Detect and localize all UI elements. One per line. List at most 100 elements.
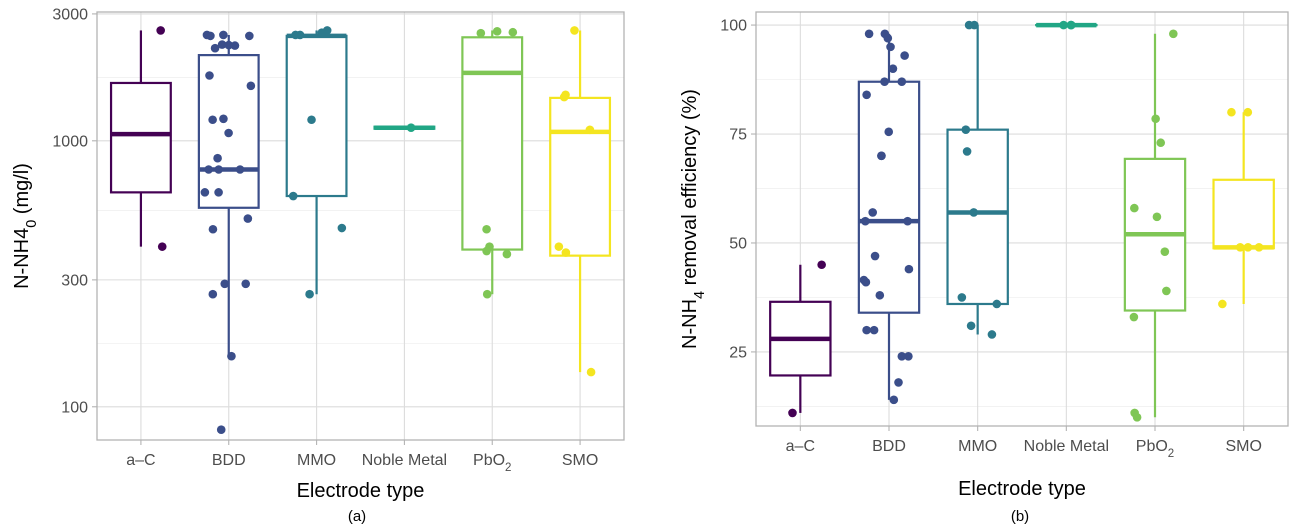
data-point [1132, 412, 1142, 422]
x-tick-label: a–C [126, 452, 155, 469]
grid-a [97, 12, 624, 440]
data-point [1227, 107, 1236, 117]
box-a-c [769, 264, 832, 413]
data-point [208, 115, 217, 125]
data-point [788, 408, 797, 418]
box-a-c [109, 30, 172, 247]
data-point [224, 128, 233, 138]
data-point [406, 123, 416, 133]
data-point [1129, 312, 1139, 322]
x-tick-label: BDD [212, 452, 246, 469]
data-point [1130, 203, 1139, 213]
data-point [317, 28, 327, 37]
panel-caption: (a) [348, 508, 366, 525]
data-point [219, 30, 228, 40]
data-point [227, 351, 236, 361]
data-point [1235, 243, 1245, 252]
box-pbo- [461, 30, 524, 295]
data-point [969, 208, 979, 217]
box-smo [549, 30, 612, 373]
data-point [208, 289, 218, 299]
box-iqr [549, 96, 612, 257]
grid-b [756, 12, 1288, 426]
data-point [246, 81, 256, 91]
data-point [586, 367, 596, 377]
data-point [897, 351, 907, 361]
data-point [904, 264, 914, 274]
data-point [482, 289, 492, 299]
x-tick-label: SMO [1225, 438, 1261, 455]
data-point [870, 251, 880, 261]
data-point [992, 299, 1002, 309]
data-point [817, 260, 826, 270]
y-tick-label: 300 [61, 272, 88, 289]
data-point [214, 165, 223, 174]
data-point [1254, 243, 1264, 252]
box-iqr [285, 34, 348, 198]
data-point [208, 224, 218, 234]
data-point [585, 125, 595, 135]
box-bdd [857, 33, 921, 400]
box-noble-metal [373, 125, 436, 130]
data-point [243, 214, 253, 223]
x-tick-label: MMO [297, 452, 336, 469]
points-a [156, 26, 596, 434]
data-point [875, 290, 885, 300]
data-point [889, 395, 899, 405]
box-iqr [857, 80, 921, 314]
data-point [337, 223, 347, 233]
data-point [482, 224, 491, 234]
data-point [961, 125, 971, 134]
boxes-a [109, 30, 612, 373]
x-tick-label: Noble Metal [1024, 438, 1109, 455]
data-point [213, 153, 222, 163]
x-tick-label: a–C [786, 438, 815, 455]
data-point [966, 321, 976, 331]
data-point [1151, 114, 1160, 124]
x-axis-b: a–C BDD MMO Noble Metal PbO2 SMO [786, 426, 1262, 460]
box-iqr [1212, 178, 1275, 250]
x-tick-label: PbO2 [473, 452, 511, 474]
box-mmo [285, 30, 348, 295]
data-point [205, 71, 214, 80]
data-point [482, 246, 491, 256]
y-axis-title: N-NH4 removal efficiency (%) [679, 89, 708, 349]
data-point [214, 188, 223, 197]
chart-panel-a: 100 300 1000 3000 a–C BDD MMO Noble Metal PbO2 SM… [11, 6, 625, 525]
data-point [476, 28, 486, 38]
data-point [884, 127, 894, 137]
panel-border [755, 11, 1289, 427]
data-point [241, 279, 251, 289]
x-tick-label: BDD [872, 438, 906, 455]
box-mmo [946, 25, 1009, 335]
data-point [1156, 138, 1166, 148]
data-point [295, 30, 305, 40]
data-point [861, 277, 871, 287]
data-point [962, 147, 972, 156]
data-point [1059, 20, 1068, 30]
data-point [957, 293, 967, 302]
data-point [904, 351, 913, 361]
data-point [1169, 29, 1178, 39]
data-point [1160, 247, 1170, 256]
data-point [883, 33, 893, 43]
data-point [230, 41, 240, 50]
data-point [220, 279, 230, 289]
x-axis-a: a–C BDD MMO Noble Metal PbO2 SMO [126, 440, 598, 474]
data-point [216, 425, 226, 434]
chart-panel-b: 25 50 75 100 a–C BDD MMO Noble Metal PbO2 SMO Elec… [679, 11, 1289, 525]
data-point [554, 242, 564, 251]
data-point [886, 42, 895, 52]
data-point [900, 51, 909, 60]
data-point [1066, 20, 1076, 30]
data-point [559, 92, 569, 102]
data-point [877, 151, 886, 161]
data-point [288, 191, 298, 201]
y-tick-label: 25 [729, 344, 747, 361]
box-iqr [461, 36, 524, 251]
x-tick-label: SMO [562, 452, 598, 469]
data-point [561, 248, 571, 257]
y-tick-label: 3000 [52, 6, 88, 23]
box-iqr [109, 81, 172, 194]
